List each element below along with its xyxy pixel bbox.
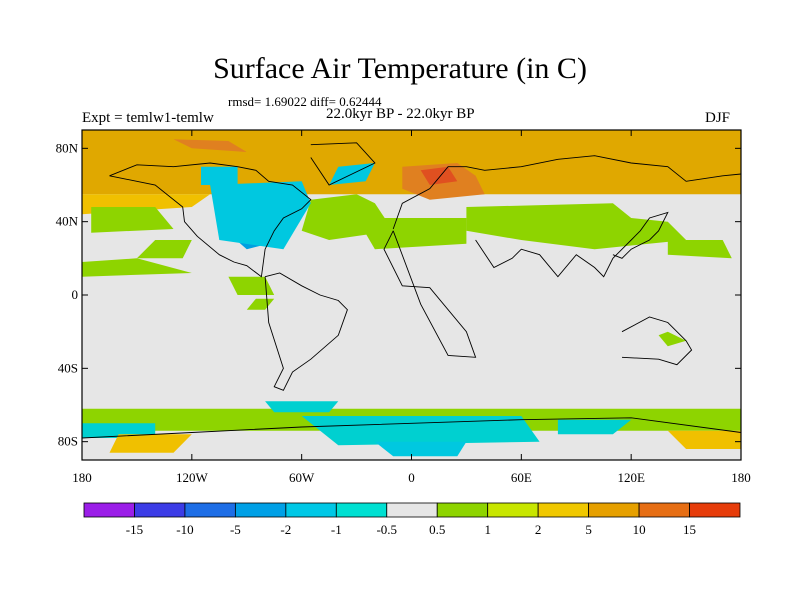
lon-tick-label-5: 120E: [617, 470, 645, 485]
colorbar-swatch-11: [638, 502, 690, 518]
colorbar: -15 -10 -5 -2 -1 -0.5 0.5 1 2 5 10 15: [83, 502, 741, 537]
temperature-region-7: [667, 240, 732, 259]
temperature-region-25: [265, 401, 339, 413]
coastline-3: [383, 230, 477, 358]
temperature-region-5: [356, 218, 467, 250]
colorbar-swatch-12: [689, 502, 741, 518]
colorbar-swatch-7: [436, 502, 489, 518]
coastline-1: [264, 272, 348, 391]
temperature-region-23: [557, 419, 632, 435]
colorbar-swatch-2: [184, 502, 236, 518]
colorbar-swatch-9: [537, 502, 590, 518]
temperature-region-24: [374, 441, 467, 457]
temperature-region-9: [228, 276, 275, 295]
colorbar-swatch-0: [83, 502, 135, 518]
colorbar-swatch-10: [588, 502, 640, 518]
lat-tick-label-2: 0: [72, 287, 79, 302]
temperature-region-26: [109, 434, 192, 453]
colorbar-label-7: 1: [484, 522, 491, 537]
colorbar-swatch-4: [285, 502, 337, 518]
coastline-6: [621, 316, 693, 366]
colorbar-label-3: -2: [280, 522, 291, 537]
temperature-region-14: [173, 139, 247, 152]
temperature-region-3: [136, 240, 192, 259]
stats-line: rmsd= 1.69022 diff= 0.62444: [228, 94, 382, 109]
colorbar-swatch-8: [487, 502, 539, 518]
temperature-region-17: [210, 181, 311, 250]
lat-tick-label-0: 80N: [56, 140, 79, 155]
season-label: DJF: [705, 110, 731, 126]
temperature-regions: [82, 130, 741, 457]
lon-tick-label-0: 180: [72, 470, 92, 485]
lat-tick-label-4: 80S: [58, 434, 78, 449]
colorbar-label-1: -10: [176, 522, 193, 537]
period-label: 22.0kyr BP - 22.0kyr BP: [326, 106, 475, 122]
coastline-5: [475, 211, 669, 278]
coastline-4: [392, 155, 741, 230]
temperature-region-2: [91, 207, 174, 233]
experiment-label: Expt = temlw1-temlw: [82, 110, 214, 126]
temperature-region-8: [82, 258, 192, 277]
temperature-region-11: [658, 331, 687, 347]
coastlines: [82, 142, 741, 439]
temperature-region-13: [420, 166, 458, 185]
lat-tick-label-1: 40N: [56, 214, 79, 229]
colorbar-swatch-3: [234, 502, 287, 518]
coastline-7: [82, 417, 741, 439]
lon-tick-label-1: 120W: [176, 470, 209, 485]
colorbar-label-2: -5: [230, 522, 241, 537]
lon-tick-label-6: 180: [731, 470, 751, 485]
colorbar-swatch-1: [134, 502, 186, 518]
coastline-2: [310, 142, 376, 186]
colorbar-swatch-6: [386, 502, 438, 518]
colorbar-label-4: -1: [331, 522, 342, 537]
plot-title: Surface Air Temperature (in C): [213, 52, 587, 85]
colorbar-label-11: 15: [683, 522, 696, 537]
colorbar-label-10: 10: [633, 522, 646, 537]
colorbar-label-8: 2: [535, 522, 542, 537]
temperature-region-18: [201, 166, 238, 185]
temperature-region-6: [466, 203, 687, 250]
lat-tick-label-3: 40S: [58, 360, 78, 375]
temperature-region-22: [301, 416, 540, 446]
colorbar-label-9: 5: [585, 522, 592, 537]
temperature-region-27: [667, 430, 741, 449]
lon-tick-label-2: 60W: [289, 470, 315, 485]
lon-tick-label-3: 0: [408, 470, 415, 485]
colorbar-label-5: -0.5: [376, 522, 397, 537]
colorbar-label-0: -15: [126, 522, 143, 537]
coastline-0: [109, 162, 312, 278]
colorbar-label-6: 0.5: [429, 522, 445, 537]
colorbar-swatch-5: [335, 502, 388, 518]
axis-ticks: 80N 40N 0 40S 80S 180 120W 60W 0 60E 120E 180: [56, 130, 751, 485]
lon-tick-label-4: 60E: [511, 470, 532, 485]
